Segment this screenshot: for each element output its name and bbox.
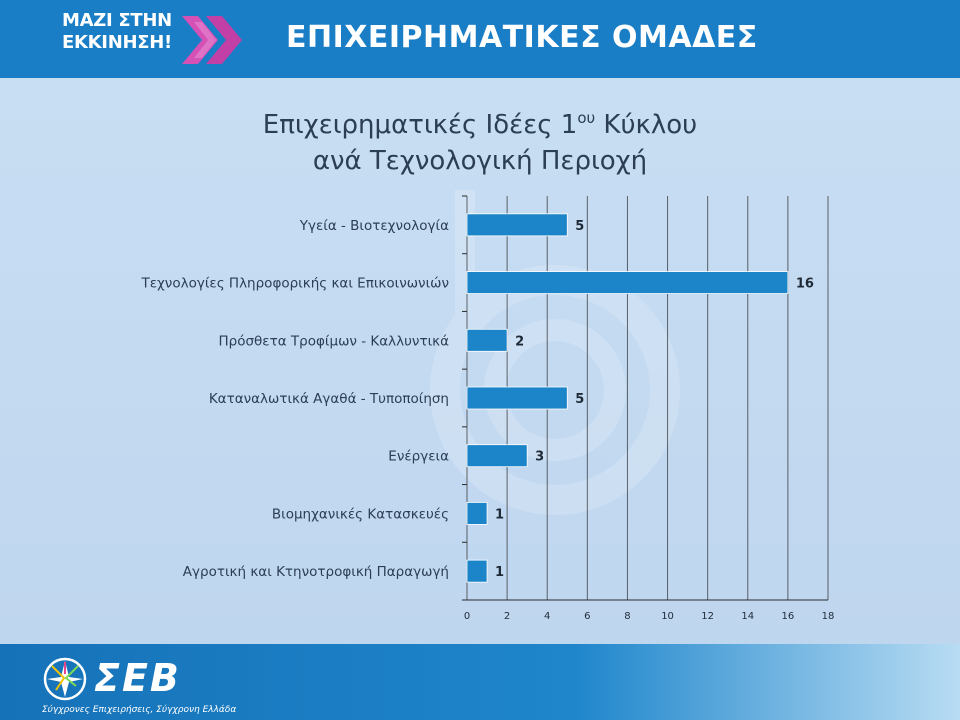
bars (466, 213, 789, 583)
seb-tagline: Σύγχρονες Επιχειρήσεις, Σύγχρονη Ελλάδα (42, 705, 237, 715)
value-label-5: 1 (495, 507, 504, 522)
x-tick-label-3: 6 (584, 611, 590, 622)
logo-text: ΜΑΖΙ ΣΤΗΝ ΕΚΚΙΝΗΣΗ! (62, 10, 172, 54)
value-label-0: 5 (575, 219, 584, 234)
seb-logo: ΣΕΒ Σύγχρονες Επιχειρήσεις, Σύγχρονη Ελλ… (40, 652, 260, 718)
content-area (0, 78, 960, 644)
value-label-3: 5 (575, 392, 584, 407)
value-labels: 5 16 2 5 3 1 1 (495, 219, 814, 580)
bar-1 (466, 271, 789, 294)
value-label-6: 1 (495, 565, 504, 580)
x-tick-label-2: 4 (544, 611, 550, 622)
x-tick-label-4: 8 (624, 611, 630, 622)
x-tick-label-0: 0 (464, 611, 470, 622)
logo-line-2: ΕΚΚΙΝΗΣΗ! (62, 32, 172, 53)
footer-band (0, 644, 960, 720)
category-label-0: Υγεία - Βιοτεχνολογία (299, 218, 449, 234)
x-tick-label-7: 14 (741, 611, 754, 622)
bar-4 (466, 444, 528, 468)
logo-line-1: ΜΑΖΙ ΣΤΗΝ (62, 10, 172, 31)
bar-3 (466, 386, 568, 410)
value-label-2: 2 (515, 334, 524, 349)
bar-0 (466, 213, 568, 237)
category-label-4: Ενέργεια (388, 449, 449, 465)
chart-title: Επιχειρηματικές Ιδέες 1ου Κύκλου ανά Τεχ… (0, 100, 960, 179)
x-tick-labels: 0 2 4 6 8 10 12 14 16 18 (464, 611, 835, 622)
mazi-stin-ekkinisi-logo: ΜΑΖΙ ΣΤΗΝ ΕΚΚΙΝΗΣΗ! (62, 10, 252, 70)
bar-6 (466, 559, 488, 583)
category-labels: Υγεία - Βιοτεχνολογία Τεχνολογίες Πληροφο… (140, 218, 449, 580)
header-band: ΜΑΖΙ ΣΤΗΝ ΕΚΚΙΝΗΣΗ! ΕΠΙΧΕΙΡΗΜΑΤΙΚΕΣ ΟΜΑΔ… (0, 0, 960, 78)
x-tick-label-6: 12 (701, 611, 714, 622)
page-title: ΕΠΙΧΕΙΡΗΜΑΤΙΚΕΣ ΟΜΑΔΕΣ (286, 20, 758, 55)
bar-5 (466, 502, 488, 525)
grid (462, 195, 829, 601)
category-label-6: Αγροτική και Κτηνοτροφική Παραγωγή (183, 564, 449, 580)
value-label-1: 16 (796, 277, 814, 292)
chart-title-line-1: Επιχειρηματικές Ιδέες 1ου Κύκλου (0, 100, 960, 143)
category-label-3: Καταναλωτικά Αγαθά - Τυποποίηση (209, 391, 449, 407)
chart-title-line-2: ανά Τεχνολογική Περιοχή (312, 146, 648, 176)
chart-title-sup: ου (577, 109, 596, 127)
category-label-5: Βιομηχανικές Κατασκευές (272, 506, 449, 522)
category-label-1: Τεχνολογίες Πληροφορικής και Επικοινωνιώ… (140, 276, 449, 292)
category-label-2: Πρόσθετα Τροφίμων - Καλλυντικά (219, 333, 450, 349)
x-tick-label-5: 10 (661, 611, 674, 622)
seb-logo-text: ΣΕΒ (94, 656, 181, 700)
x-tick-label-9: 18 (822, 611, 835, 622)
double-chevron-icon (182, 16, 242, 64)
x-tick-label-1: 2 (504, 611, 510, 622)
bar-2 (466, 328, 508, 352)
x-tick-label-8: 16 (782, 611, 795, 622)
chart-title-end: Κύκλου (595, 110, 698, 140)
seb-star-icon (43, 657, 87, 701)
value-label-4: 3 (535, 450, 544, 465)
chart-title-main: Επιχειρηματικές Ιδέες 1 (262, 110, 578, 140)
